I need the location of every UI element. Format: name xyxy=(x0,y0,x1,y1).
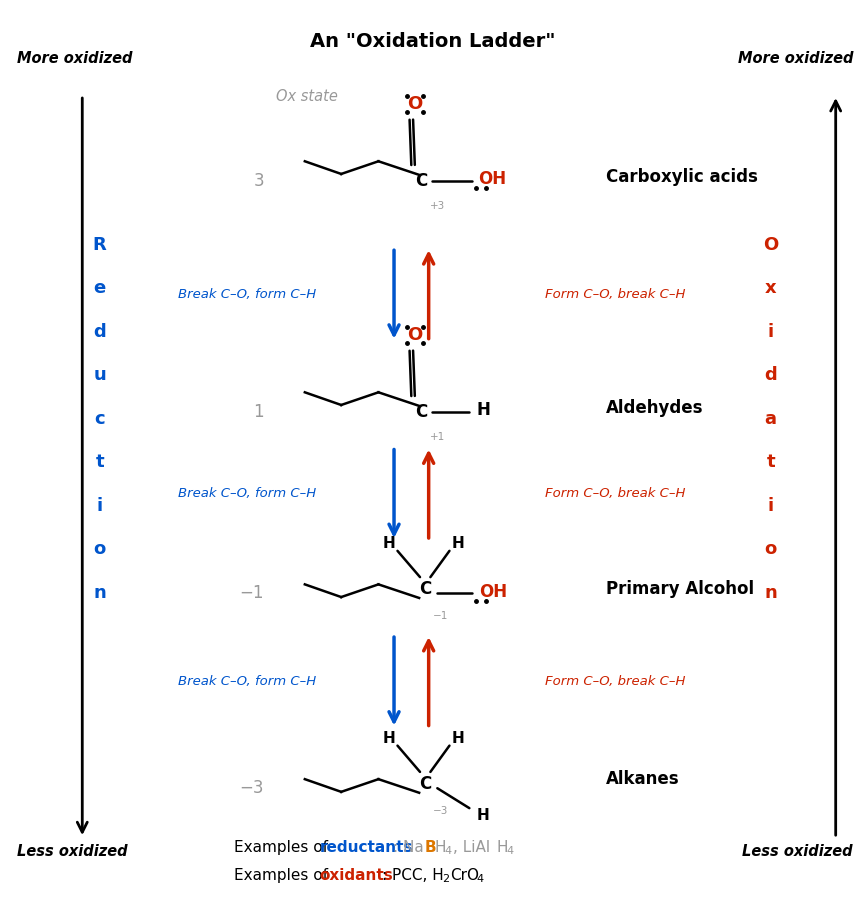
Text: Examples of: Examples of xyxy=(234,868,333,882)
Text: : Na: : Na xyxy=(393,840,423,854)
Text: Ox state: Ox state xyxy=(276,89,339,103)
Text: 2: 2 xyxy=(442,874,449,884)
Text: o: o xyxy=(765,540,777,558)
Text: C: C xyxy=(419,775,431,793)
Text: H: H xyxy=(452,731,464,746)
Text: 3: 3 xyxy=(254,172,264,190)
Text: Alkanes: Alkanes xyxy=(606,770,680,788)
Text: d: d xyxy=(765,366,777,384)
Text: More oxidized: More oxidized xyxy=(17,52,132,66)
Text: An "Oxidation Ladder": An "Oxidation Ladder" xyxy=(310,32,556,51)
Text: Primary Alcohol: Primary Alcohol xyxy=(606,580,754,598)
Text: n: n xyxy=(94,583,106,602)
Text: o: o xyxy=(94,540,106,558)
Text: d: d xyxy=(94,323,106,341)
Text: 1: 1 xyxy=(254,403,264,421)
Text: O: O xyxy=(763,236,779,254)
Text: oxidants: oxidants xyxy=(320,868,393,882)
Text: Break C–O, form C–H: Break C–O, form C–H xyxy=(178,288,316,301)
Text: reductants: reductants xyxy=(320,840,413,854)
Text: 4: 4 xyxy=(477,874,484,884)
Text: Aldehydes: Aldehydes xyxy=(606,399,704,417)
Text: e: e xyxy=(94,279,106,297)
Text: Break C–O, form C–H: Break C–O, form C–H xyxy=(178,487,316,500)
Text: H: H xyxy=(383,536,395,551)
Text: +1: +1 xyxy=(430,431,445,442)
Text: −3: −3 xyxy=(240,779,264,797)
Text: , LiAl: , LiAl xyxy=(453,840,490,854)
Text: More oxidized: More oxidized xyxy=(738,52,853,66)
Text: i: i xyxy=(767,323,774,341)
Text: u: u xyxy=(94,366,106,384)
Text: C: C xyxy=(416,403,428,421)
Text: O: O xyxy=(407,326,423,344)
Text: Less oxidized: Less oxidized xyxy=(742,844,853,859)
Text: +3: +3 xyxy=(430,200,445,211)
Text: t: t xyxy=(95,453,104,471)
Text: C: C xyxy=(419,580,431,598)
Text: B: B xyxy=(425,840,436,854)
Text: H: H xyxy=(476,808,489,823)
Text: 4: 4 xyxy=(445,846,452,856)
Text: R: R xyxy=(93,236,107,254)
Text: Less oxidized: Less oxidized xyxy=(17,844,128,859)
Text: OH: OH xyxy=(479,583,507,601)
Text: H: H xyxy=(476,401,490,419)
Text: a: a xyxy=(765,410,777,428)
Text: c: c xyxy=(94,410,105,428)
Text: H: H xyxy=(383,731,395,746)
Text: Form C–O, break C–H: Form C–O, break C–H xyxy=(545,487,685,500)
Text: t: t xyxy=(766,453,775,471)
Text: C: C xyxy=(416,172,428,190)
Text: Form C–O, break C–H: Form C–O, break C–H xyxy=(545,288,685,301)
Text: −1: −1 xyxy=(240,584,264,602)
Text: i: i xyxy=(96,496,103,515)
Text: x: x xyxy=(765,279,777,297)
Text: Break C–O, form C–H: Break C–O, form C–H xyxy=(178,675,316,688)
Text: O: O xyxy=(407,95,423,113)
Text: −1: −1 xyxy=(433,611,449,622)
Text: 4: 4 xyxy=(507,846,514,856)
Text: H: H xyxy=(497,840,508,854)
Text: Examples of: Examples of xyxy=(234,840,333,854)
Text: H: H xyxy=(435,840,446,854)
Text: CrO: CrO xyxy=(449,868,479,882)
Text: −3: −3 xyxy=(433,805,449,816)
Text: : PCC, H: : PCC, H xyxy=(382,868,443,882)
Text: Form C–O, break C–H: Form C–O, break C–H xyxy=(545,675,685,688)
Text: i: i xyxy=(767,496,774,515)
Text: OH: OH xyxy=(478,170,506,188)
Text: Carboxylic acids: Carboxylic acids xyxy=(606,168,758,186)
Text: H: H xyxy=(452,536,464,551)
Text: n: n xyxy=(765,583,777,602)
